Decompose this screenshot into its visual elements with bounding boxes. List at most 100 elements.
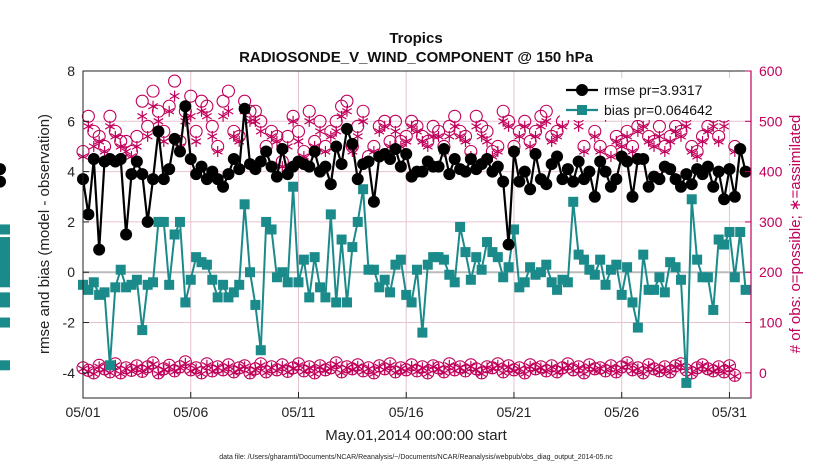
obs-assimilated-marker-stroke <box>309 370 320 378</box>
rmse-point <box>260 145 273 158</box>
bias-point <box>174 216 185 227</box>
obs-assimilated-marker-stroke <box>632 128 643 135</box>
obs-assimilated-marker <box>121 145 132 157</box>
obs-assimilated-marker-stroke <box>147 102 159 110</box>
rmse-point <box>540 178 553 191</box>
bias-point <box>309 252 320 263</box>
rmse-point <box>599 165 612 178</box>
obs-assimilated-marker <box>702 125 713 137</box>
obs-assimilated-marker-stroke <box>255 362 266 369</box>
obs-assimilated-marker <box>552 130 563 142</box>
legend-box <box>560 78 748 120</box>
bias-point <box>374 282 385 293</box>
rmse-point <box>340 122 353 135</box>
rmse-point <box>674 180 687 193</box>
obs-assimilated-marker <box>552 367 563 379</box>
obs-assimilated-marker-stroke <box>546 363 557 371</box>
obs-assimilated-marker-stroke <box>271 138 282 145</box>
obs-assimilated-marker-stroke <box>670 128 681 135</box>
obs-assimilated-marker <box>164 361 175 373</box>
obs-assimilated-marker <box>201 359 212 371</box>
bias-point <box>557 274 568 285</box>
rmse-point <box>502 238 515 251</box>
rmse-point <box>707 180 720 193</box>
bias-point <box>358 184 369 195</box>
obs-assimilated-marker-stroke <box>288 365 299 373</box>
bias-point <box>363 264 374 275</box>
bias-point <box>341 297 352 308</box>
obs-assimilated-marker-stroke <box>573 364 584 372</box>
obs-assimilated-marker-stroke <box>675 362 687 369</box>
rmse-point <box>626 190 639 203</box>
obs-assimilated-marker <box>573 120 584 132</box>
obs-assimilated-marker-stroke <box>314 363 326 371</box>
obs-assimilated-marker <box>686 368 697 380</box>
obs-assimilated-marker-stroke <box>681 123 692 130</box>
obs-assimilated-marker <box>519 120 530 132</box>
obs-assimilated-marker-stroke <box>347 366 358 374</box>
obs-assimilated-marker-stroke <box>352 133 363 140</box>
obs-assimilated-marker-stroke <box>218 113 229 120</box>
obs-assimilated-marker-stroke <box>616 364 627 372</box>
obs-assimilated-marker <box>503 361 514 373</box>
rmse-point <box>163 163 176 176</box>
obs-assimilated-marker-stroke <box>713 138 724 145</box>
obs-assimilated-marker <box>670 125 681 137</box>
bias-point <box>223 292 234 303</box>
obs-assimilated-marker-stroke <box>648 143 660 150</box>
bias-point <box>535 267 546 278</box>
obs-assimilated-marker <box>288 115 299 127</box>
obs-assimilated-marker <box>271 365 282 377</box>
obs-assimilated-marker <box>309 368 320 380</box>
obs-assimilated-marker <box>406 120 417 132</box>
rmse-point <box>556 173 569 186</box>
obs-assimilated-marker-stroke <box>104 369 115 377</box>
obs-assimilated-marker-stroke <box>201 362 212 369</box>
rmse-point <box>389 142 402 155</box>
obs-assimilated-marker-stroke <box>541 368 552 376</box>
rmse-point <box>524 183 537 196</box>
obs-assimilated-marker <box>444 130 455 142</box>
obs-assimilated-marker <box>218 110 229 122</box>
rmse-point <box>147 173 160 186</box>
obs-assimilated-marker <box>557 120 568 132</box>
bias-point <box>94 289 105 300</box>
rmse-point <box>448 153 461 166</box>
bias-point <box>719 239 730 250</box>
obs-assimilated-marker <box>234 363 245 375</box>
axis-layer: 05/01 05/06 05/11 05/16 05/21 05/26 05/31 0 100 2… <box>63 63 783 420</box>
obs-assimilated-marker-stroke <box>212 148 223 155</box>
obs-assimilated-marker-stroke <box>411 128 423 135</box>
obs-assimilated-marker-stroke <box>401 367 412 375</box>
bias-point <box>158 216 169 227</box>
obs-assimilated-marker-stroke <box>358 368 369 376</box>
obs-assimilated-marker <box>298 366 309 378</box>
obs-assimilated-marker <box>541 366 552 378</box>
bias-point <box>568 196 579 207</box>
obs-assimilated-marker-stroke <box>336 113 347 120</box>
rmse-point <box>637 153 650 166</box>
obs-assimilated-marker <box>153 368 164 380</box>
obs-assimilated-marker <box>681 120 692 132</box>
obs-possible-marker <box>135 94 149 108</box>
rmse-point <box>157 173 170 186</box>
obs-assimilated-marker <box>514 363 525 375</box>
obs-assimilated-marker <box>325 130 336 142</box>
obs-assimilated-marker <box>471 364 482 376</box>
rmse-point <box>394 160 407 173</box>
obs-assimilated-marker-stroke <box>142 364 153 372</box>
rmse-point <box>125 168 138 181</box>
obs-assimilated-marker-stroke <box>692 365 703 373</box>
obs-assimilated-marker-stroke <box>325 365 336 373</box>
obs-assimilated-marker-stroke <box>261 369 272 377</box>
obs-assimilated-marker-stroke <box>207 133 218 140</box>
bias-point <box>455 221 466 232</box>
rmse-point <box>400 148 413 161</box>
obs-assimilated-marker <box>632 125 643 137</box>
obs-assimilated-marker-stroke <box>654 133 665 140</box>
obs-assimilated-marker-stroke <box>88 370 99 378</box>
obs-assimilated-marker <box>304 115 315 127</box>
rmse-point <box>610 173 623 186</box>
obs-assimilated-marker <box>126 365 137 377</box>
obs-assimilated-marker-stroke <box>169 368 180 376</box>
